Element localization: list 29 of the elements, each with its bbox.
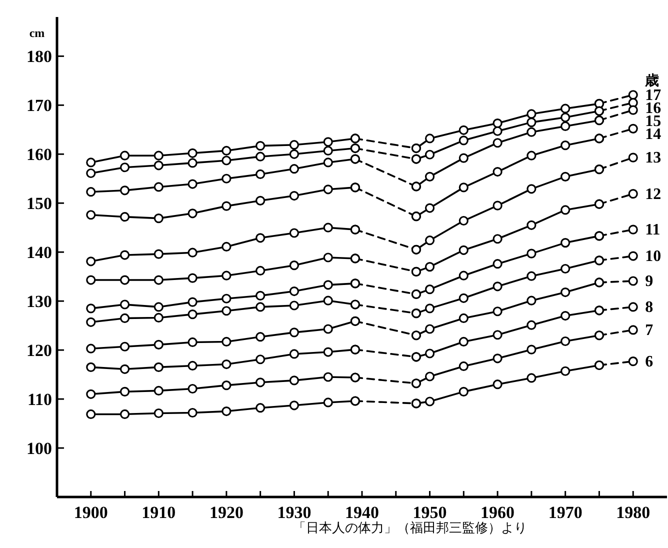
legend-title: 歳 [644,72,660,89]
x-tick-label: 1900 [74,503,108,522]
y-tick-label: 160 [26,145,52,164]
x-tick-label: 1980 [616,503,650,522]
x-tick-label: 1930 [277,503,312,522]
y-tick-label: 110 [27,390,52,410]
series-label: 6 [645,353,654,370]
series-label: 11 [645,222,660,239]
x-tick-label: 1950 [412,503,447,522]
series-label: 9 [645,273,654,290]
y-tick-label: 130 [26,292,52,312]
series-label: 12 [645,186,662,203]
text: 「日本人の体力」（福田邦三監修）より [293,520,527,535]
x-tick-label: 1970 [548,503,582,522]
series-label: 8 [645,298,654,316]
series-label: 7 [645,322,654,339]
y-axis-title: cm [29,26,45,40]
y-tick-label: 170 [26,96,52,116]
y-tick-label: 120 [26,341,52,360]
x-tick-label: 1910 [142,503,176,522]
y-tick-label: 140 [26,243,52,262]
y-tick-label: 180 [26,47,52,66]
y-tick-label: 100 [26,439,52,458]
series-label: 13 [645,150,662,167]
y-tick-label: 150 [26,194,52,214]
x-tick-label: 1940 [345,503,379,522]
x-tick-label: 1920 [209,503,244,522]
x-tick-label: 1960 [480,503,515,522]
series-label: 10 [645,248,662,266]
